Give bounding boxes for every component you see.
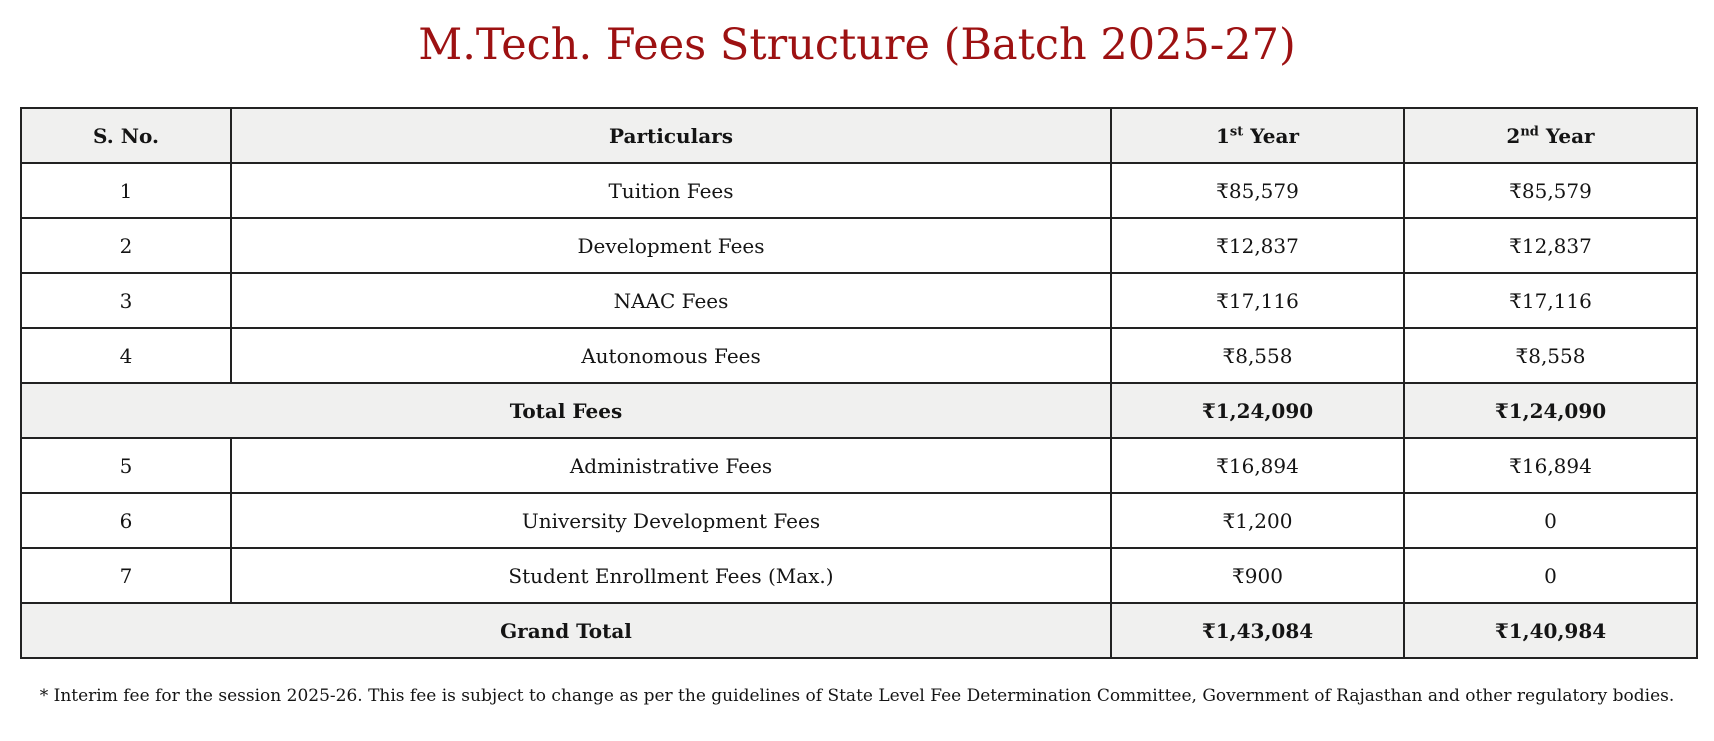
column-header-year2: 2nd Year [1403,107,1698,164]
sno-cell: 7 [20,547,232,604]
sno-cell: 3 [20,272,232,329]
year1-cell: ₹1,200 [1110,492,1405,549]
particulars-cell: University Development Fees [230,492,1112,549]
year2-cell: ₹17,116 [1403,272,1698,329]
grand-total-label: Grand Total [20,602,1112,659]
total-fees-year1: ₹1,24,090 [1110,382,1405,439]
year2-cell: ₹85,579 [1403,162,1698,219]
year2-cell: ₹12,837 [1403,217,1698,274]
table-row: 3 NAAC Fees ₹17,116 ₹17,116 [20,272,1698,329]
table-row: 6 University Development Fees ₹1,200 0 [20,492,1698,549]
page-title: M.Tech. Fees Structure (Batch 2025-27) [418,20,1296,70]
grand-total-year2: ₹1,40,984 [1403,602,1698,659]
year1-cell: ₹85,579 [1110,162,1405,219]
table-row: 7 Student Enrollment Fees (Max.) ₹900 0 [20,547,1698,604]
grand-total-year1: ₹1,43,084 [1110,602,1405,659]
total-fees-label: Total Fees [20,382,1112,439]
sno-cell: 4 [20,327,232,384]
year1-cell: ₹8,558 [1110,327,1405,384]
sno-cell: 1 [20,162,232,219]
total-fees-year2: ₹1,24,090 [1403,382,1698,439]
header-row: S. No. Particulars 1st Year 2nd Year [20,107,1698,164]
particulars-cell: Student Enrollment Fees (Max.) [230,547,1112,604]
table-row: 4 Autonomous Fees ₹8,558 ₹8,558 [20,327,1698,384]
column-header-sno: S. No. [20,107,232,164]
year2-cell: ₹8,558 [1403,327,1698,384]
particulars-cell: NAAC Fees [230,272,1112,329]
year2-cell: 0 [1403,547,1698,604]
year2-cell: ₹16,894 [1403,437,1698,494]
year1-cell: ₹900 [1110,547,1405,604]
table-row: 1 Tuition Fees ₹85,579 ₹85,579 [20,162,1698,219]
sno-cell: 6 [20,492,232,549]
column-header-year1: 1st Year [1110,107,1405,164]
table-row: 5 Administrative Fees ₹16,894 ₹16,894 [20,437,1698,494]
grand-total-row: Grand Total ₹1,43,084 ₹1,40,984 [20,602,1698,659]
particulars-cell: Administrative Fees [230,437,1112,494]
particulars-cell: Development Fees [230,217,1112,274]
year1-cell: ₹16,894 [1110,437,1405,494]
year1-cell: ₹12,837 [1110,217,1405,274]
particulars-cell: Autonomous Fees [230,327,1112,384]
year2-cell: 0 [1403,492,1698,549]
fees-table: S. No. Particulars 1st Year 2nd Year 1 T… [20,107,1698,659]
year1-cell: ₹17,116 [1110,272,1405,329]
footnote: * Interim fee for the session 2025-26. T… [39,686,1675,706]
column-header-particulars: Particulars [230,107,1112,164]
sno-cell: 2 [20,217,232,274]
total-fees-row: Total Fees ₹1,24,090 ₹1,24,090 [20,382,1698,439]
sno-cell: 5 [20,437,232,494]
table-row: 2 Development Fees ₹12,837 ₹12,837 [20,217,1698,274]
particulars-cell: Tuition Fees [230,162,1112,219]
